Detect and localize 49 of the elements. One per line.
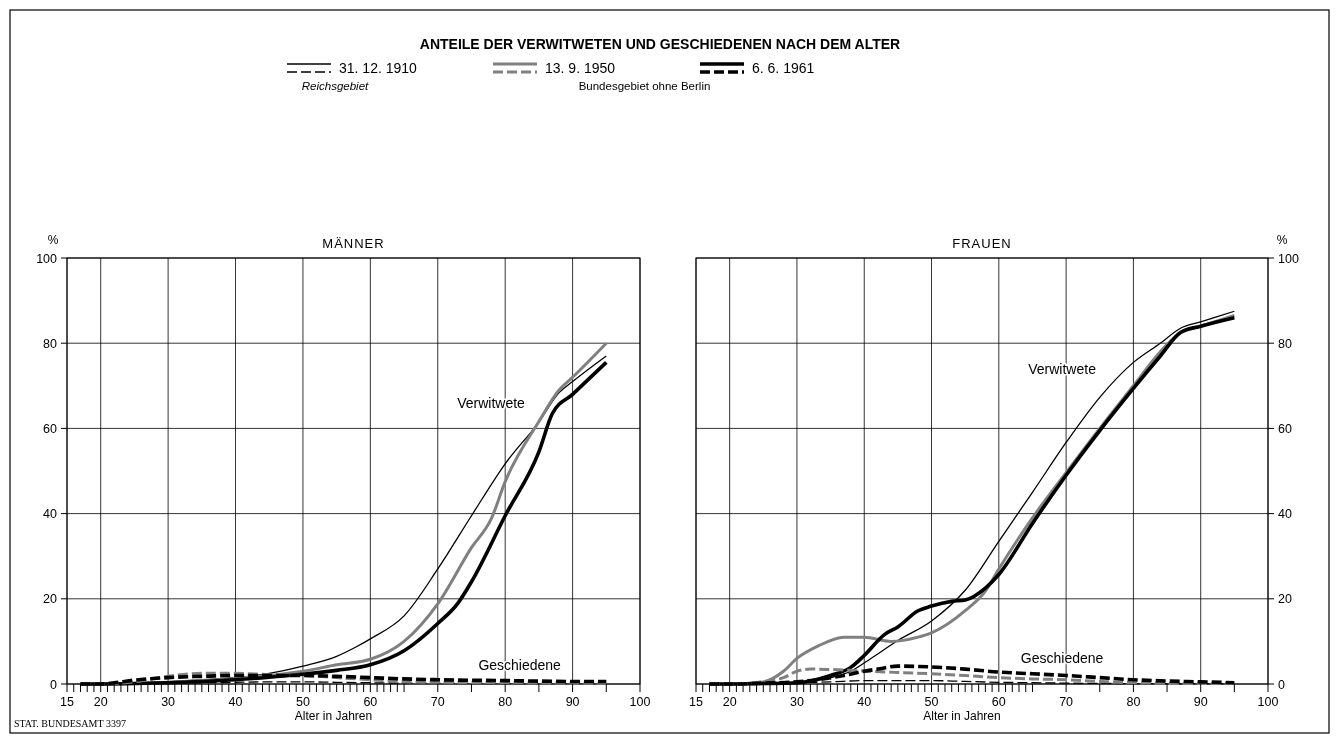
x-tick-label: 30 bbox=[161, 695, 176, 709]
x-tick-label: 100 bbox=[629, 695, 651, 709]
y2-axis-title: % bbox=[1276, 233, 1288, 247]
legend-label: 31. 12. 1910 bbox=[339, 60, 418, 76]
x-tick-label: 60 bbox=[363, 695, 378, 709]
y2-tick-label: 80 bbox=[1278, 336, 1292, 351]
annotation: Geschiedene bbox=[478, 656, 562, 673]
x-tick-label: 30 bbox=[789, 695, 804, 709]
y2-tick-label: 0 bbox=[1278, 677, 1285, 692]
text: STAT. BUNDESAMT 3397 bbox=[14, 718, 126, 729]
x-tick-label: 40 bbox=[857, 695, 872, 709]
x-tick-label: 40 bbox=[228, 695, 243, 709]
annotation: Geschiedene bbox=[1020, 650, 1104, 667]
y-tick-label: 20 bbox=[43, 592, 58, 607]
x-tick-label: 20 bbox=[93, 695, 108, 709]
chart-subtitle: FRAUEN bbox=[952, 236, 1012, 251]
y2-tick-label: 20 bbox=[1278, 592, 1292, 607]
x-axis-title: Alter in Jahren bbox=[923, 709, 1001, 723]
x-tick-label: 100 bbox=[1257, 695, 1279, 709]
y-tick-label: 60 bbox=[43, 421, 58, 436]
x-axis-title: Alter in Jahren bbox=[294, 709, 373, 723]
annotation: Verwitwete bbox=[1028, 360, 1097, 377]
y-tick-label: 0 bbox=[50, 677, 58, 692]
y2-tick-label: 40 bbox=[1278, 507, 1292, 522]
y-tick-label: 80 bbox=[43, 336, 58, 351]
y-tick-label: 100 bbox=[36, 251, 58, 266]
x-tick-label: 70 bbox=[1059, 695, 1074, 709]
legend-label: 6. 6. 1961 bbox=[752, 60, 815, 76]
x-tick-label: 50 bbox=[295, 695, 310, 709]
x-tick-label: 90 bbox=[565, 695, 580, 709]
x-tick-label: 50 bbox=[924, 695, 939, 709]
y2-tick-label: 100 bbox=[1278, 251, 1299, 266]
x-tick-label: 80 bbox=[1126, 695, 1141, 709]
annotation: Verwitwete bbox=[457, 394, 526, 411]
legend-label: 13. 9. 1950 bbox=[545, 60, 616, 76]
y2-tick-label: 60 bbox=[1278, 421, 1292, 436]
x-tick-label: 60 bbox=[991, 695, 1006, 709]
text: Bundesgebiet ohne Berlin bbox=[578, 80, 711, 92]
x-tick-label: 80 bbox=[498, 695, 513, 709]
y-axis-title: % bbox=[47, 233, 59, 247]
x-tick-label: 70 bbox=[430, 695, 445, 709]
x-tick-label: 15 bbox=[60, 695, 74, 709]
chart-title: ANTEILE DER VERWITWETEN UND GESCHIEDENEN NACH DEM ALTER bbox=[419, 36, 901, 52]
x-tick-label: 15 bbox=[689, 695, 703, 709]
chart-subtitle: MÄNNER bbox=[322, 236, 385, 251]
y-tick-label: 40 bbox=[43, 507, 58, 522]
text: Reichsgebiet bbox=[301, 80, 370, 92]
x-tick-label: 90 bbox=[1193, 695, 1208, 709]
x-tick-label: 20 bbox=[722, 695, 737, 709]
